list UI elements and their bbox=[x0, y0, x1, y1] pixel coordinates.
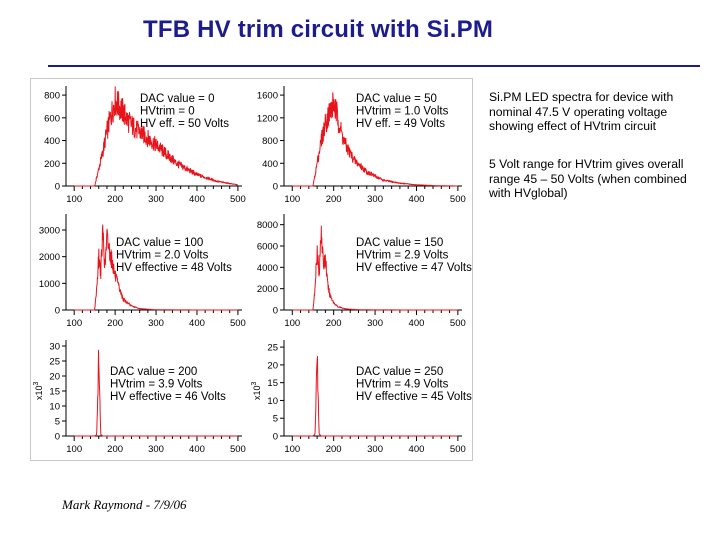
y-tick-label: 800 bbox=[44, 91, 60, 102]
slide-title: TFB HV trim circuit with Si.PM bbox=[143, 16, 494, 43]
y-tick-label: 200 bbox=[44, 159, 60, 170]
y-tick-label: 1600 bbox=[257, 91, 278, 102]
y-tick-label: 1200 bbox=[257, 113, 278, 124]
y-tick-label: 6000 bbox=[257, 242, 278, 253]
y-tick-label: 400 bbox=[44, 136, 60, 147]
y-tick-label: 5 bbox=[273, 414, 278, 425]
y-tick-label: 15 bbox=[267, 378, 278, 389]
x-tick-label: 400 bbox=[409, 318, 425, 329]
spectrum-chart-dac-200: 0 5 10 15 20 25 30 100 200 300 400 500 x103 DAC value… bbox=[33, 340, 246, 455]
chart-annotation-line: HVtrim = 2.9 Volts bbox=[356, 250, 449, 262]
x-tick-label: 200 bbox=[107, 194, 123, 205]
chart-annotation-line: HV effective = 47 Volts bbox=[356, 262, 472, 274]
y-tick-label: 0 bbox=[55, 432, 60, 443]
chart-annotation-line: HV eff. = 49 Volts bbox=[356, 118, 445, 130]
title-divider bbox=[48, 65, 700, 67]
x-tick-label: 100 bbox=[284, 444, 300, 455]
spectrum-trace bbox=[292, 92, 458, 187]
x-tick-label: 200 bbox=[326, 194, 342, 205]
chart-annotation-line: DAC value = 250 bbox=[356, 366, 443, 378]
spectrum-chart-dac-150: 0 2000 4000 6000 8000 100 200 300 400 500 DAC valu… bbox=[257, 214, 472, 329]
y-tick-label: 2000 bbox=[257, 284, 278, 295]
chart-annotation-line: DAC value = 0 bbox=[140, 93, 214, 105]
x-tick-label: 500 bbox=[450, 444, 466, 455]
y-tick-label: 25 bbox=[267, 343, 278, 354]
spectra-description: Si.PM LED spectra for device with nomina… bbox=[489, 90, 674, 134]
x-tick-label: 100 bbox=[284, 318, 300, 329]
chart-annotation-line: DAC value = 200 bbox=[110, 366, 197, 378]
x-tick-label: 400 bbox=[409, 194, 425, 205]
spectrum-chart-dac-250: 0 5 10 15 20 25 100 200 300 400 500 x103 DAC value =… bbox=[251, 340, 472, 455]
spectrum-trace bbox=[292, 225, 458, 311]
chart-annotation-line: DAC value = 150 bbox=[356, 237, 443, 249]
y-tick-label: 2000 bbox=[39, 252, 60, 263]
chart-annotation-line: DAC value = 100 bbox=[116, 237, 203, 249]
range-description: 5 Volt range for HVtrim gives overall ra… bbox=[489, 157, 687, 201]
spectrum-chart-dac-100: 0 1000 2000 3000 100 200 300 400 500 DAC value = … bbox=[39, 214, 246, 329]
y-tick-label: 3000 bbox=[39, 226, 60, 237]
x-tick-label: 400 bbox=[409, 444, 425, 455]
chart-annotation-line: HV eff. = 50 Volts bbox=[140, 118, 229, 130]
y-tick-label: 0 bbox=[273, 182, 278, 193]
y-tick-label: 30 bbox=[49, 342, 60, 353]
y-multiplier-label: x103 bbox=[251, 381, 262, 400]
chart-annotation-line: HVtrim = 3.9 Volts bbox=[110, 379, 203, 391]
spectrum-chart-dac-50: 0 400 800 1200 1600 100 200 300 400 500 DAC value … bbox=[257, 86, 466, 205]
y-tick-label: 0 bbox=[55, 306, 60, 317]
spectrum-trace bbox=[74, 86, 238, 187]
chart-annotation-line: HV effective = 45 Volts bbox=[356, 391, 472, 403]
y-tick-label: 10 bbox=[267, 396, 278, 407]
y-tick-label: 0 bbox=[273, 432, 278, 443]
x-tick-label: 200 bbox=[107, 444, 123, 455]
x-tick-label: 500 bbox=[450, 318, 466, 329]
y-tick-label: 5 bbox=[55, 417, 60, 428]
x-tick-label: 300 bbox=[148, 194, 164, 205]
x-tick-label: 400 bbox=[189, 194, 205, 205]
x-tick-label: 500 bbox=[450, 194, 466, 205]
y-tick-label: 4000 bbox=[257, 263, 278, 274]
x-tick-label: 400 bbox=[189, 444, 205, 455]
x-tick-label: 500 bbox=[230, 194, 246, 205]
chart-annotation-line: HVtrim = 4.9 Volts bbox=[356, 379, 449, 391]
y-tick-label: 25 bbox=[49, 357, 60, 368]
chart-annotation-line: DAC value = 50 bbox=[356, 93, 437, 105]
chart-annotation-line: HVtrim = 2.0 Volts bbox=[116, 250, 209, 262]
y-tick-label: 600 bbox=[44, 113, 60, 124]
y-tick-label: 1000 bbox=[39, 279, 60, 290]
y-multiplier-label: x103 bbox=[33, 381, 44, 400]
y-tick-label: 8000 bbox=[257, 220, 278, 231]
x-tick-label: 200 bbox=[107, 318, 123, 329]
x-tick-label: 300 bbox=[367, 318, 383, 329]
y-tick-label: 0 bbox=[273, 306, 278, 317]
chart-annotation-line: HV effective = 46 Volts bbox=[110, 391, 226, 403]
spectrum-trace bbox=[292, 356, 458, 437]
x-tick-label: 500 bbox=[230, 318, 246, 329]
spectrum-chart-dac-0: 0 200 400 600 800 100 200 300 400 500 DAC value = … bbox=[44, 86, 246, 205]
x-tick-label: 100 bbox=[66, 318, 82, 329]
y-tick-label: 10 bbox=[49, 402, 60, 413]
y-tick-label: 0 bbox=[55, 182, 60, 193]
x-tick-label: 400 bbox=[189, 318, 205, 329]
x-tick-label: 300 bbox=[367, 194, 383, 205]
author-footer: Mark Raymond - 7/9/06 bbox=[62, 497, 187, 512]
x-tick-label: 300 bbox=[148, 318, 164, 329]
y-tick-label: 800 bbox=[262, 136, 278, 147]
x-tick-label: 300 bbox=[367, 444, 383, 455]
spectrum-trace bbox=[74, 224, 238, 311]
chart-annotation-line: HVtrim = 1.0 Volts bbox=[356, 106, 449, 118]
y-tick-label: 15 bbox=[49, 387, 60, 398]
spectrum-trace bbox=[74, 349, 238, 437]
x-tick-label: 200 bbox=[326, 318, 342, 329]
y-tick-label: 400 bbox=[262, 159, 278, 170]
chart-annotation-line: HVtrim = 0 bbox=[140, 106, 195, 118]
x-tick-label: 100 bbox=[66, 444, 82, 455]
x-tick-label: 100 bbox=[66, 194, 82, 205]
x-tick-label: 100 bbox=[284, 194, 300, 205]
y-tick-label: 20 bbox=[267, 360, 278, 371]
y-tick-label: 20 bbox=[49, 372, 60, 383]
x-tick-label: 300 bbox=[148, 444, 164, 455]
chart-annotation-line: HV effective = 48 Volts bbox=[116, 262, 232, 274]
x-tick-label: 500 bbox=[230, 444, 246, 455]
x-tick-label: 200 bbox=[326, 444, 342, 455]
